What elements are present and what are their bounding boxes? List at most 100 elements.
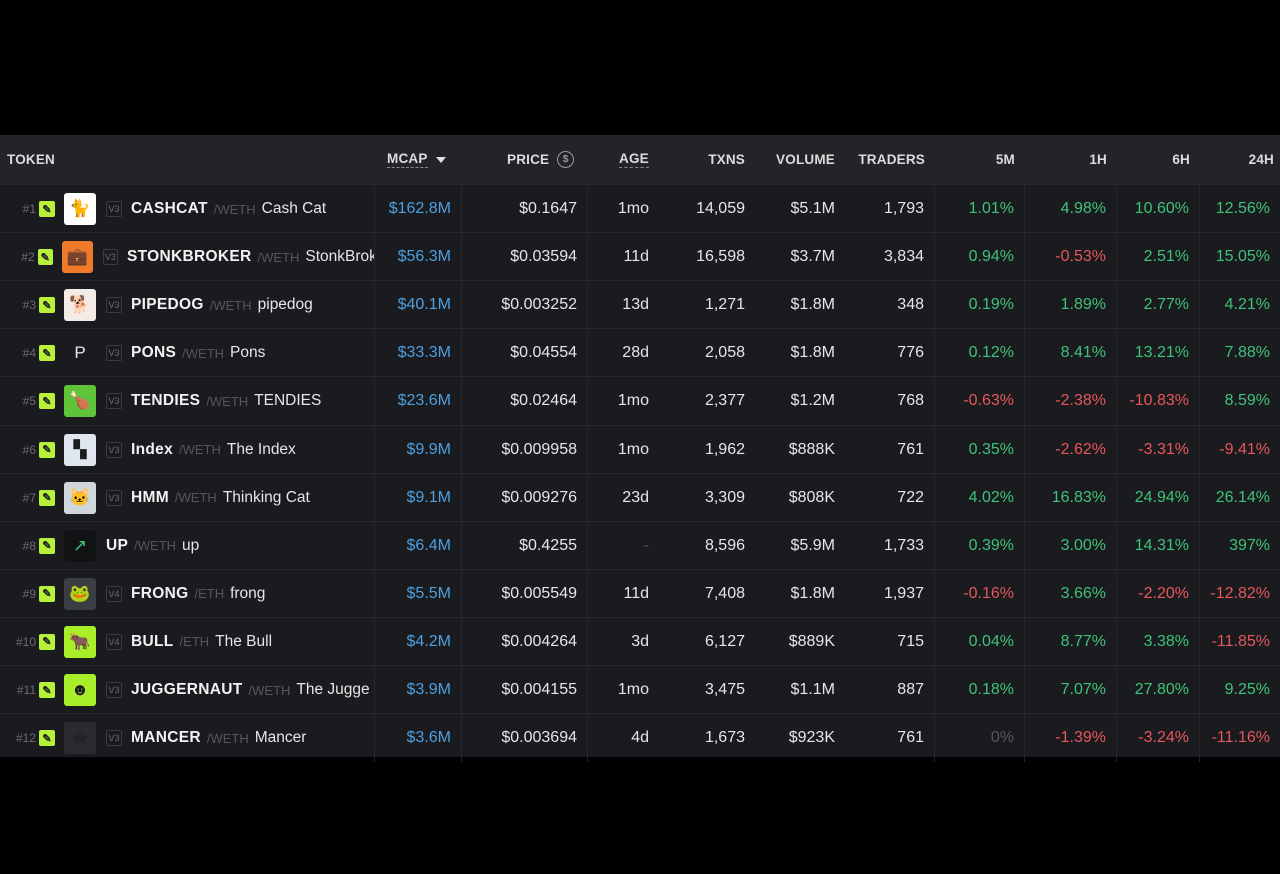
price-value: $0.009958 bbox=[462, 425, 588, 474]
token-cell[interactable]: #10 ✎ 🐂 V4 BULL /ETH The Bull bbox=[0, 617, 375, 666]
age-value: - bbox=[643, 536, 649, 554]
mcap-value: $9.1M bbox=[375, 473, 462, 522]
table-row[interactable]: #11 ✎ ☻ V3 JUGGERNAUT /WETH The Jugge $3… bbox=[0, 665, 1280, 714]
change-1h: 3.66% bbox=[1025, 569, 1117, 618]
dog-icon: 🐕 bbox=[64, 289, 96, 322]
header-6h[interactable]: 6H bbox=[1172, 152, 1190, 167]
table-row[interactable]: #6 ✎ ▚ V3 Index /WETH The Index $9.9M $0… bbox=[0, 424, 1280, 474]
table-row[interactable]: #1 ✎ 🐈 V3 CASHCAT /WETH Cash Cat $162.8M… bbox=[0, 184, 1280, 233]
token-symbol: Index bbox=[131, 440, 173, 458]
txns-value: 3,309 bbox=[704, 488, 745, 506]
token-name: The Jugge bbox=[296, 681, 370, 698]
header-traders[interactable]: TRADERS bbox=[858, 152, 925, 167]
edit-pen-icon[interactable]: ✎ bbox=[37, 249, 53, 266]
traders-value: 1,733 bbox=[845, 521, 935, 570]
edit-pen-icon[interactable]: ✎ bbox=[39, 633, 55, 650]
token-pair: /WETH bbox=[257, 249, 300, 265]
edit-pen-icon[interactable]: ✎ bbox=[39, 537, 55, 554]
mcap-value: $3.6M bbox=[375, 714, 462, 763]
token-pair: /WETH bbox=[182, 345, 225, 361]
token-cell[interactable]: #5 ✎ 🍗 V3 TENDIES /WETH TENDIES bbox=[0, 377, 375, 426]
age-value: 3d bbox=[631, 632, 649, 650]
token-pair: /WETH bbox=[213, 201, 256, 217]
token-cell[interactable]: #3 ✎ 🐕 V3 PIPEDOG /WETH pipedog bbox=[0, 281, 375, 330]
change-24h: 397% bbox=[1229, 536, 1270, 554]
header-24h[interactable]: 24H bbox=[1248, 152, 1274, 167]
edit-pen-icon[interactable]: ✎ bbox=[39, 345, 55, 362]
header-5m[interactable]: 5M bbox=[995, 152, 1015, 167]
volume-value: $3.7M bbox=[790, 248, 835, 266]
volume-value: $5.9M bbox=[790, 536, 835, 554]
txns-value: 7,408 bbox=[704, 584, 745, 602]
table-row[interactable]: #10 ✎ 🐂 V4 BULL /ETH The Bull $4.2M $0.0… bbox=[0, 616, 1280, 666]
table-row[interactable]: #9 ✎ 🐸 V4 FRONG /ETH frong $5.5M $0.0055… bbox=[0, 568, 1280, 618]
token-name: The Bull bbox=[215, 632, 273, 650]
change-6h: 2.77% bbox=[1117, 281, 1200, 330]
edit-pen-icon[interactable]: ✎ bbox=[39, 585, 55, 602]
edit-pen-icon[interactable]: ✎ bbox=[39, 297, 55, 314]
header-txns[interactable]: TXNS bbox=[708, 152, 745, 167]
sort-descending-icon[interactable] bbox=[435, 156, 446, 163]
frog-icon: 🐸 bbox=[64, 577, 96, 610]
table-row[interactable]: #3 ✎ 🐕 V3 PIPEDOG /WETH pipedog $40.1M $… bbox=[0, 280, 1280, 330]
header-1h[interactable]: 1H bbox=[1089, 152, 1107, 167]
price-value: $0.03594 bbox=[462, 233, 588, 282]
hooded-figure-icon: ☠ bbox=[64, 722, 96, 755]
token-cell[interactable]: #2 ✎ 💼 V3 STONKBROKER /WETH StonkBrok bbox=[0, 233, 375, 282]
token-symbol: FRONG bbox=[131, 584, 189, 602]
token-cell[interactable]: #7 ✎ 🐱 V3 HMM /WETH Thinking Cat bbox=[0, 473, 375, 522]
token-cell[interactable]: #12 ✎ ☠ V3 MANCER /WETH Mancer bbox=[0, 714, 375, 763]
table-row[interactable]: #8 ✎ ↗ UP /WETH up $6.4M $0.4255 - 8,596… bbox=[0, 520, 1280, 570]
volume-value: $1.2M bbox=[790, 392, 835, 410]
token-name: pipedog bbox=[257, 296, 313, 314]
traders-value: 715 bbox=[845, 617, 935, 666]
version-badge: V3 bbox=[106, 441, 122, 458]
token-cell[interactable]: #1 ✎ 🐈 V3 CASHCAT /WETH Cash Cat bbox=[0, 185, 375, 233]
traders-value: 348 bbox=[845, 281, 935, 330]
edit-pen-icon[interactable]: ✎ bbox=[39, 489, 55, 506]
header-token[interactable]: TOKEN bbox=[7, 152, 56, 167]
header-age[interactable]: AGE bbox=[619, 135, 649, 184]
token-pair: /WETH bbox=[174, 490, 217, 506]
table-row[interactable]: #5 ✎ 🍗 V3 TENDIES /WETH TENDIES $23.6M $… bbox=[0, 376, 1280, 426]
edit-pen-icon[interactable]: ✎ bbox=[39, 201, 55, 217]
change-6h: -10.83% bbox=[1117, 377, 1200, 426]
token-symbol: CASHCAT bbox=[131, 200, 208, 217]
token-symbol: MANCER bbox=[131, 729, 201, 747]
price-value: $0.003252 bbox=[462, 281, 588, 330]
table-row[interactable]: #7 ✎ 🐱 V3 HMM /WETH Thinking Cat $9.1M $… bbox=[0, 472, 1280, 522]
token-cell[interactable]: #6 ✎ ▚ V3 Index /WETH The Index bbox=[0, 425, 375, 474]
token-symbol: TENDIES bbox=[131, 392, 201, 410]
edit-pen-icon[interactable]: ✎ bbox=[39, 441, 55, 458]
table-header: TOKEN MCAP PRICE $ AGE TXNS VOLUME TRADE… bbox=[0, 135, 1280, 184]
txns-value: 2,377 bbox=[704, 392, 745, 410]
header-volume[interactable]: VOLUME bbox=[776, 152, 835, 167]
change-6h: 10.60% bbox=[1117, 185, 1200, 233]
token-cell[interactable]: #4 ✎ P V3 PONS /WETH Pons bbox=[0, 329, 375, 378]
mcap-value: $162.8M bbox=[375, 185, 462, 233]
edit-pen-icon[interactable]: ✎ bbox=[39, 730, 55, 747]
table-row[interactable]: #12 ✎ ☠ V3 MANCER /WETH Mancer $3.6M $0.… bbox=[0, 713, 1280, 763]
header-mcap[interactable]: MCAP bbox=[387, 135, 446, 184]
token-cell[interactable]: #11 ✎ ☻ V3 JUGGERNAUT /WETH The Jugge bbox=[0, 666, 375, 714]
rank-label: #8 bbox=[22, 538, 36, 553]
edit-pen-icon[interactable]: ✎ bbox=[39, 393, 55, 410]
price-value: $0.1647 bbox=[462, 185, 588, 233]
token-pair: /WETH bbox=[134, 538, 177, 554]
change-5m: -0.16% bbox=[935, 569, 1025, 618]
header-price[interactable]: PRICE $ bbox=[507, 135, 575, 184]
token-pair: /WETH bbox=[248, 682, 291, 698]
change-24h: -12.82% bbox=[1210, 584, 1270, 602]
dollar-coin-icon[interactable]: $ bbox=[557, 151, 575, 168]
edit-pen-icon[interactable]: ✎ bbox=[39, 682, 55, 698]
token-cell[interactable]: #9 ✎ 🐸 V4 FRONG /ETH frong bbox=[0, 569, 375, 618]
change-1h: -2.62% bbox=[1025, 425, 1117, 474]
price-value: $0.02464 bbox=[462, 377, 588, 426]
token-cell[interactable]: #8 ✎ ↗ UP /WETH up bbox=[0, 521, 375, 570]
table-row[interactable]: #2 ✎ 💼 V3 STONKBROKER /WETH StonkBrok $5… bbox=[0, 232, 1280, 282]
token-name: frong bbox=[230, 584, 266, 602]
table-row[interactable]: #4 ✎ P V3 PONS /WETH Pons $33.3M $0.0455… bbox=[0, 328, 1280, 378]
change-6h: 27.80% bbox=[1117, 666, 1200, 714]
version-badge: V3 bbox=[106, 730, 122, 747]
change-6h: -3.24% bbox=[1117, 714, 1200, 763]
